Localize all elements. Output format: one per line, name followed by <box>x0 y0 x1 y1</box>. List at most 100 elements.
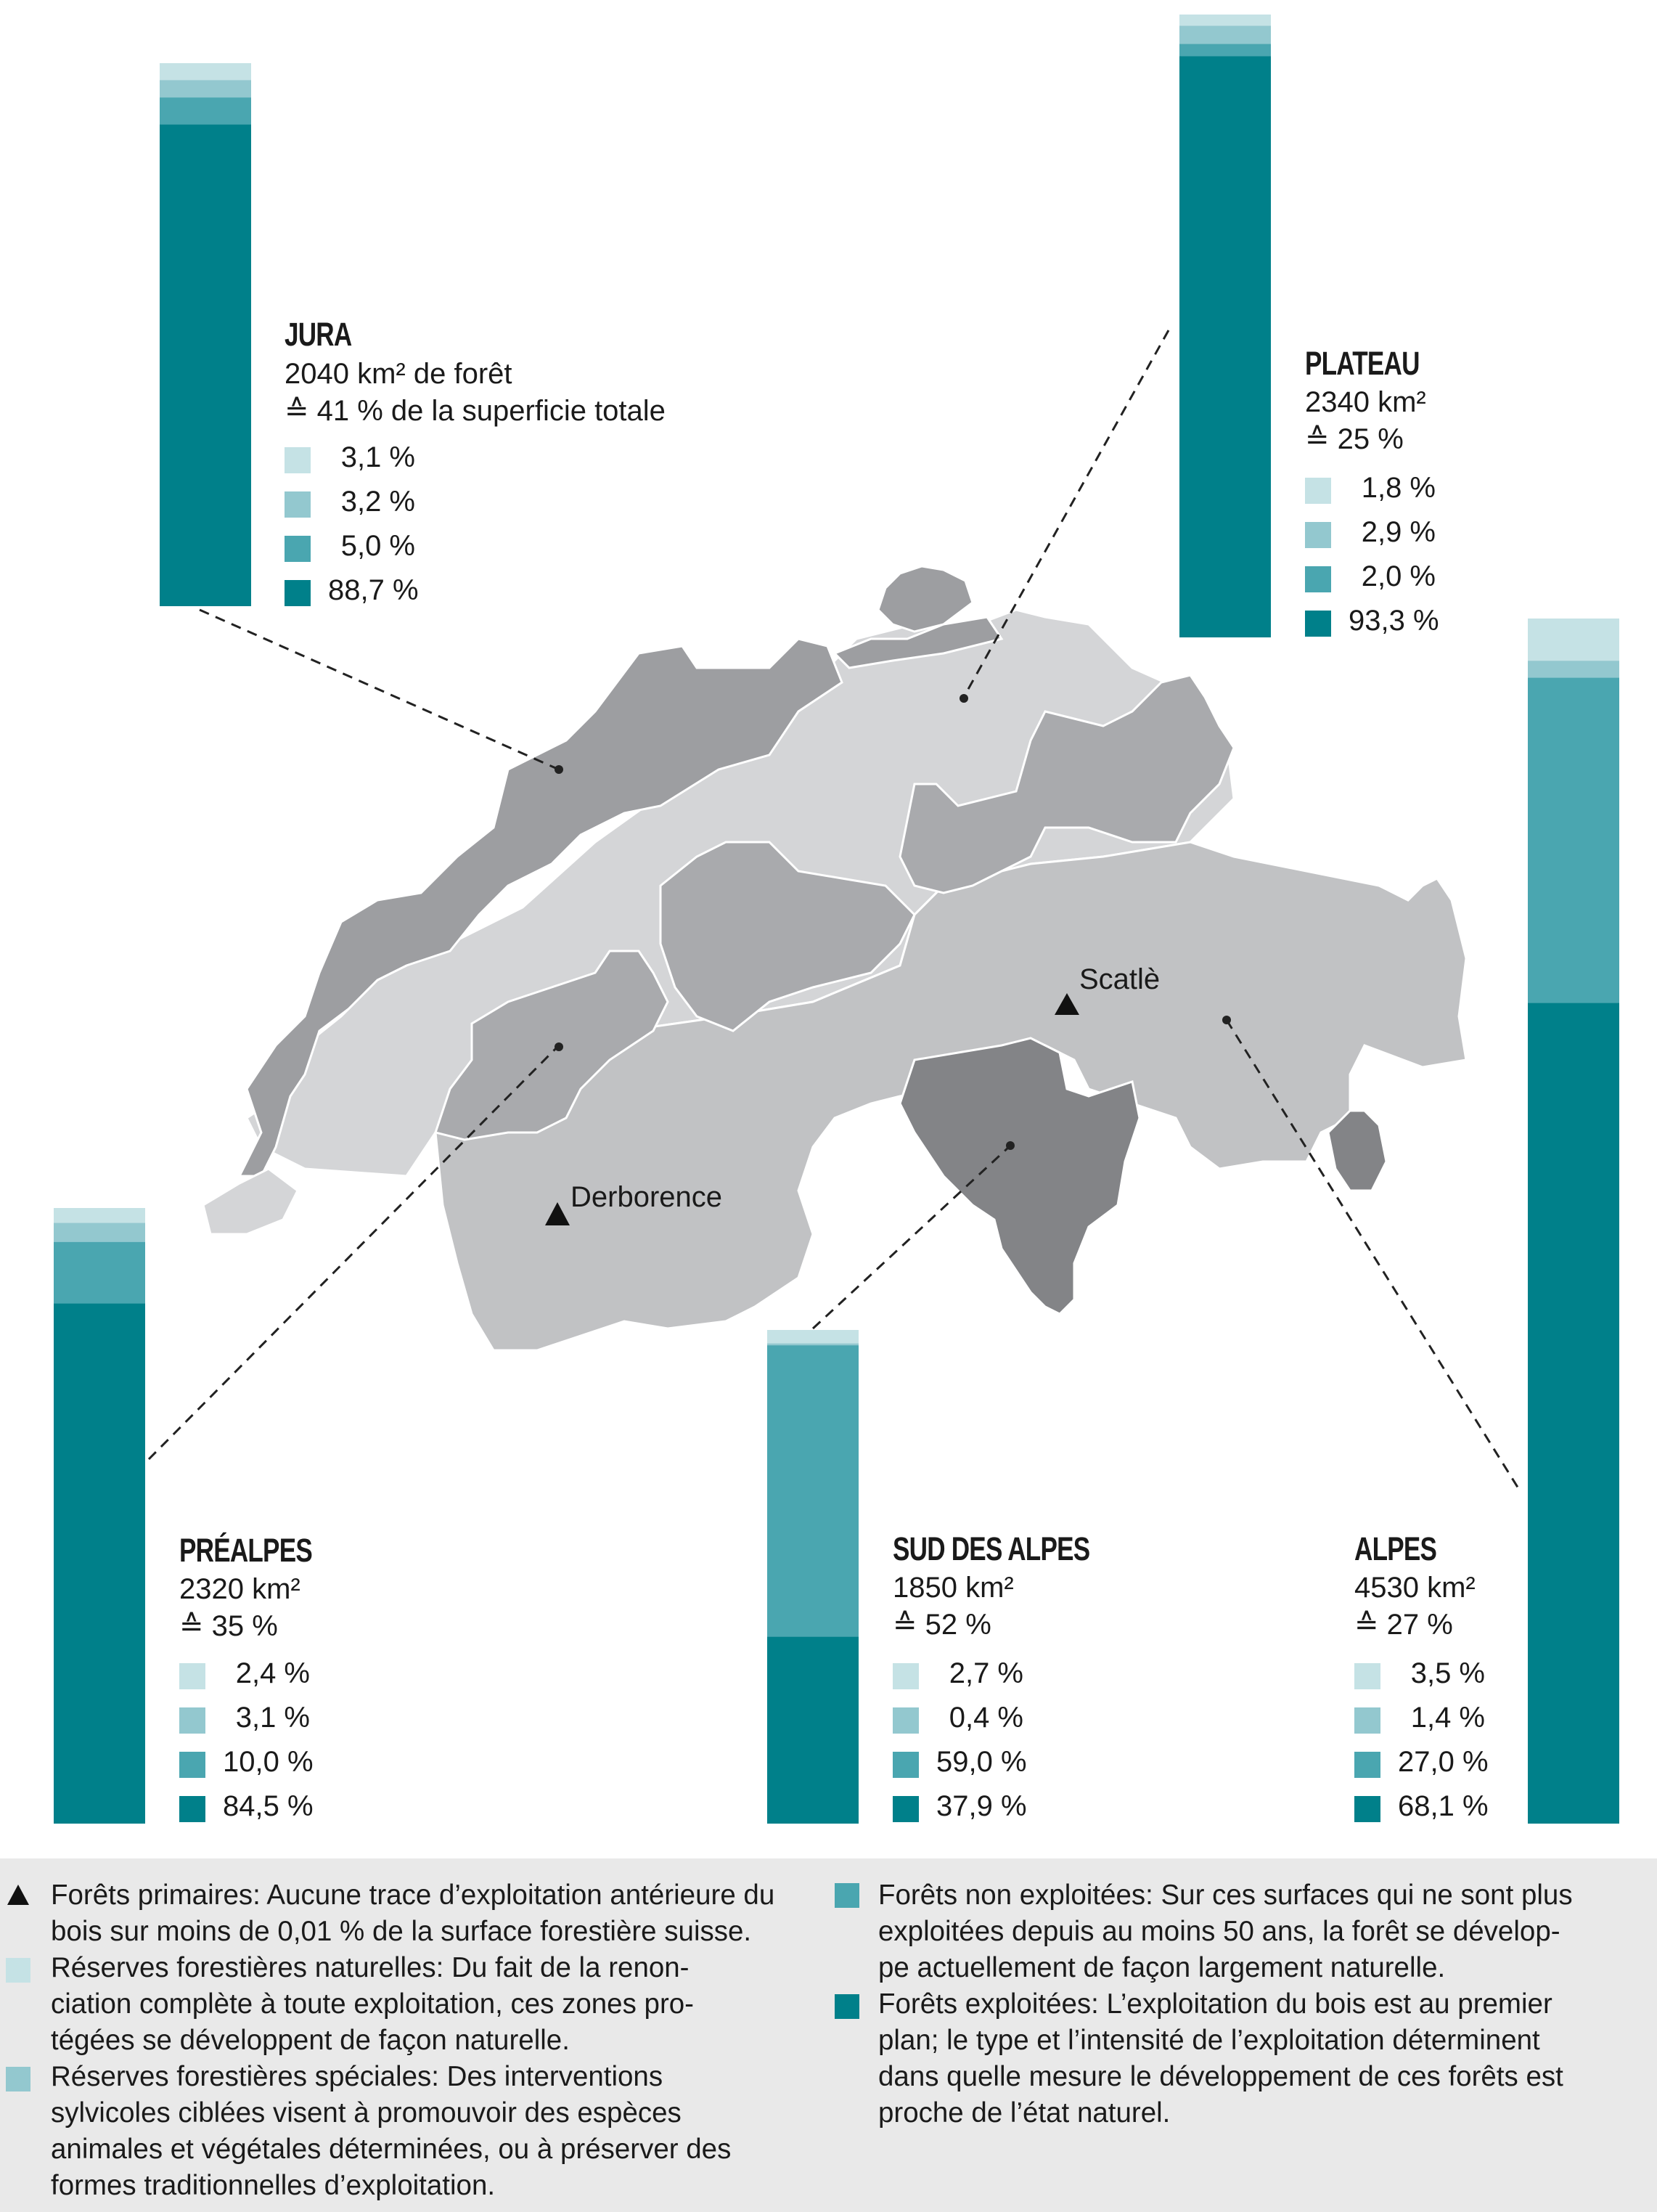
footer-legend: Forêts primaires: Aucune trace d’exploit… <box>0 1858 1657 2212</box>
region-area-jura: 2040 km² de forêt <box>285 358 512 390</box>
dot-prealpes <box>555 1042 563 1051</box>
leader-alpes <box>1225 1019 1522 1493</box>
legend-right-line: exploitées depuis au moins 50 ans, la fo… <box>878 1916 1560 1947</box>
legend-left-line: tégées se développent de façon naturelle… <box>51 2025 570 2056</box>
swatch-exploitees <box>893 1796 919 1822</box>
primary-forest-triangle-scatle <box>1055 993 1079 1015</box>
map-region-jura-north <box>832 616 1004 669</box>
leader-sud <box>811 1146 1010 1330</box>
swatch-naturelles <box>1354 1663 1380 1689</box>
map-region-poschiavo <box>1327 1109 1388 1192</box>
bar-segment-non-exploitees <box>160 97 251 125</box>
legend-left-line: animales et végétales déterminées, ou à … <box>51 2134 732 2165</box>
legend-right-line: Forêts non exploitées: Sur ces surfaces … <box>878 1880 1573 1911</box>
map-region-geneva <box>202 1167 299 1236</box>
swatch-exploitees <box>179 1796 205 1822</box>
dot-plateau <box>960 694 968 703</box>
pct-value: 2,9 % <box>1361 516 1436 548</box>
region-share-prealpes: ≙ 35 % <box>179 1610 278 1642</box>
pct-value: 68,1 % <box>1398 1790 1489 1822</box>
swatch-non-exploitees-icon <box>835 1883 859 1908</box>
swatch-speciales <box>1354 1707 1380 1734</box>
map-region-jura <box>237 637 843 1178</box>
dot-sud <box>1006 1141 1015 1150</box>
region-title-alpes: ALPES <box>1354 1530 1437 1567</box>
bar-segment-naturelles <box>1179 15 1271 26</box>
bar-segment-speciales <box>1528 661 1619 678</box>
pct-value: 84,5 % <box>223 1790 314 1822</box>
bar-segment-exploitees <box>54 1303 145 1824</box>
bar-segment-speciales <box>160 80 251 98</box>
primary-forest-triangle-derborence <box>545 1202 570 1225</box>
legend-right-line: Forêts exploitées: L’exploitation du boi… <box>878 1988 1552 2020</box>
swatch-non-exploitees <box>1305 566 1331 592</box>
swatch-exploitees <box>285 580 311 606</box>
bar-segment-speciales <box>1179 25 1271 44</box>
leader-plateau <box>962 330 1170 698</box>
pct-value: 1,4 % <box>1410 1702 1485 1734</box>
region-title-jura: JURA <box>285 316 352 353</box>
region-title-plateau: PLATEAU <box>1305 345 1420 382</box>
pct-value: 3,5 % <box>1410 1657 1485 1689</box>
legend-left-line: bois sur moins de 0,01 % de la surface f… <box>51 1916 752 1947</box>
swatch-non-exploitees <box>893 1752 919 1778</box>
bar-segment-exploitees <box>1179 56 1271 637</box>
switzerland-map <box>54 15 1619 1824</box>
swatch-exploitees <box>1354 1796 1380 1822</box>
swatch-exploitees-icon <box>835 1994 859 2019</box>
swatch-non-exploitees <box>1354 1752 1380 1778</box>
place-derborence: Derborence <box>570 1181 723 1213</box>
bar-segment-speciales <box>767 1343 859 1346</box>
legend-right-line: plan; le type et l’intensité de l’exploi… <box>878 2025 1540 2056</box>
bar-segment-naturelles <box>160 63 251 81</box>
legend-left-line: Réserves forestières spéciales: Des inte… <box>51 2061 663 2092</box>
legend-left-line: Forêts primaires: Aucune trace d’exploit… <box>51 1880 775 1911</box>
region-title-sud: SUD DES ALPES <box>893 1530 1090 1567</box>
swatch-non-exploitees <box>285 536 311 562</box>
swatch-speciales <box>1305 522 1331 548</box>
bar-segment-exploitees <box>767 1636 859 1824</box>
region-title-prealpes: PRÉALPES <box>179 1532 313 1569</box>
bar-segment-non-exploitees <box>54 1241 145 1304</box>
swatch-naturelles <box>893 1663 919 1689</box>
map-region-prealpes-east <box>899 674 1235 894</box>
pct-value: 3,1 % <box>235 1702 310 1734</box>
pct-value: 5,0 % <box>340 530 415 562</box>
swatch-non-exploitees <box>179 1752 205 1778</box>
bar-segment-non-exploitees <box>1528 677 1619 1003</box>
region-area-sud: 1850 km² <box>893 1572 1014 1604</box>
map-region-alpes <box>434 841 1468 1352</box>
legend-right-line: proche de l’état naturel. <box>878 2097 1171 2129</box>
swatch-speciales-icon <box>6 2067 30 2091</box>
bar-segment-non-exploitees <box>767 1345 859 1637</box>
swatch-speciales <box>285 491 311 518</box>
swatch-naturelles <box>1305 478 1331 504</box>
legend-left-line: Réserves forestières naturelles: Du fait… <box>51 1952 690 1983</box>
dot-jura <box>555 765 563 774</box>
region-share-alpes: ≙ 27 % <box>1354 1609 1453 1641</box>
region-area-alpes: 4530 km² <box>1354 1572 1476 1604</box>
swatch-naturelles-icon <box>6 1958 30 1983</box>
bar-segment-non-exploitees <box>1179 44 1271 57</box>
pct-value: 88,7 % <box>328 574 419 606</box>
pct-value: 2,0 % <box>1361 560 1436 592</box>
pct-value: 2,7 % <box>949 1657 1023 1689</box>
region-area-prealpes: 2320 km² <box>179 1573 300 1605</box>
pct-value: 10,0 % <box>223 1746 314 1778</box>
region-share-sud: ≙ 52 % <box>893 1609 991 1641</box>
swatch-speciales <box>893 1707 919 1734</box>
pct-value: 27,0 % <box>1398 1746 1489 1778</box>
region-share-plateau: ≙ 25 % <box>1305 423 1404 455</box>
pct-value: 1,8 % <box>1361 472 1436 504</box>
pct-value: 37,9 % <box>936 1790 1027 1822</box>
pct-value: 3,2 % <box>340 486 415 518</box>
bar-segment-naturelles <box>54 1208 145 1223</box>
bar-segment-exploitees <box>1528 1003 1619 1824</box>
swatch-exploitees <box>1305 611 1331 637</box>
pct-value: 3,1 % <box>340 441 415 473</box>
leader-jura <box>199 608 560 771</box>
map-region-prealpes-center <box>659 841 916 1032</box>
bar-segment-exploitees <box>160 124 251 607</box>
pct-value: 59,0 % <box>936 1746 1027 1778</box>
legend-right-line: dans quelle mesure le développement de c… <box>878 2061 1563 2092</box>
